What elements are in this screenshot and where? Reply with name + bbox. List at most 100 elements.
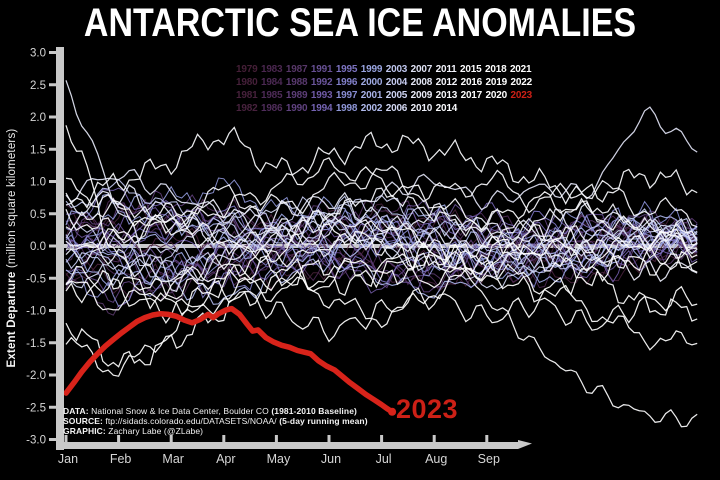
- legend-year-1996: 1996: [335, 77, 358, 88]
- x-tick-label: Feb: [110, 452, 132, 466]
- year-line-1998: [65, 177, 698, 277]
- y-tick: [49, 244, 56, 248]
- legend-year-1991: 1991: [310, 64, 333, 75]
- legend-year-2011: 2011: [435, 64, 457, 75]
- legend-year-1985: 1985: [260, 90, 283, 101]
- credit-label: DATA:: [63, 406, 89, 416]
- year-line-2020: [65, 230, 698, 311]
- y-tick-label: 3.0: [30, 48, 46, 60]
- y-tick: [49, 115, 56, 119]
- legend-year-1979: 1979: [236, 64, 258, 75]
- y-axis-title: Extent Departure (million square kilomet…: [6, 98, 22, 398]
- year-line-2007: [65, 106, 698, 236]
- credit-label: SOURCE:: [63, 415, 103, 426]
- legend-year-2004: 2004: [385, 77, 408, 88]
- x-tick-label: Jun: [321, 452, 341, 466]
- y-tick: [49, 438, 56, 441]
- credits-block: DATA: National Snow & Ice Data Center, B…: [63, 406, 368, 437]
- legend-year-1980: 1980: [236, 77, 258, 88]
- legend-year-2009: 2009: [410, 90, 433, 101]
- y-tick-label: -2.0: [26, 370, 46, 382]
- x-tick: [432, 435, 436, 442]
- legend-year-2015: 2015: [460, 64, 482, 75]
- year-line-2015: [65, 157, 698, 250]
- credit-line-3: GRAPHIC: Zachary Labe (@ZLabe): [63, 425, 368, 437]
- legend-year-1999: 1999: [360, 64, 383, 75]
- year-line-2001: [65, 212, 698, 299]
- legend-year-2017: 2017: [460, 90, 483, 101]
- credit-text: Zachary Labe (@ZLabe): [105, 425, 204, 436]
- x-axis-bar: [56, 442, 518, 449]
- year-line-2016: [65, 214, 698, 428]
- y-tick-label: 1.5: [30, 144, 46, 156]
- x-tick-label: May: [267, 452, 291, 466]
- x-tick-label: Apr: [216, 452, 235, 466]
- year-legend: 1979 1983 1987 1991 1995 1999 2003 2007 2011 2015…: [236, 63, 535, 115]
- year-line-2009: [65, 184, 698, 283]
- y-tick-label: -3.0: [26, 435, 46, 447]
- legend-row-1: 1979 1983 1987 1991 1995 1999 2003 2007 2011 2015…: [236, 63, 535, 76]
- year-line-2004: [65, 195, 698, 287]
- legend-year-2005: 2005: [385, 90, 408, 101]
- credit-label: GRAPHIC:: [63, 425, 106, 436]
- x-tick: [117, 435, 121, 442]
- y-tick-label: -0.5: [26, 273, 46, 285]
- year-line-2010: [65, 198, 698, 267]
- legend-year-1995: 1995: [335, 64, 358, 75]
- y-tick: [49, 405, 56, 409]
- legend-year-1982: 1982: [236, 103, 258, 114]
- y-tick-label: 0.0: [30, 241, 46, 253]
- legend-year-2010: 2010: [410, 103, 433, 114]
- year-line-1981: [65, 203, 698, 284]
- legend-year-2018: 2018: [484, 64, 507, 75]
- credit-text-bold: (5-day running mean): [279, 415, 368, 426]
- legend-year-2012: 2012: [435, 77, 458, 88]
- legend-year-2019: 2019: [485, 77, 508, 88]
- legend-year-2008: 2008: [410, 77, 433, 88]
- x-tick: [327, 435, 331, 442]
- legend-year-1998: 1998: [335, 103, 358, 114]
- credit-text: ftp://sidads.colorado.edu/DATASETS/NOAA/: [102, 415, 280, 426]
- credit-line-1: DATA: National Snow & Ice Data Center, B…: [63, 406, 368, 417]
- legend-year-1983: 1983: [260, 64, 283, 75]
- y-tick: [49, 309, 56, 312]
- legend-year-2022: 2022: [510, 77, 532, 88]
- y-tick: [49, 147, 56, 151]
- x-tick-label: Jul: [376, 452, 392, 466]
- chart-title: ANTARCTIC SEA ICE ANOMALIES: [83, 1, 637, 45]
- y-tick: [49, 276, 56, 280]
- legend-year-2007: 2007: [410, 64, 433, 75]
- year-line-2013: [65, 165, 698, 244]
- x-tick: [274, 435, 278, 442]
- legend-year-1990: 1990: [285, 103, 308, 114]
- legend-year-2023: 2023: [510, 90, 532, 101]
- legend-year-2016: 2016: [460, 77, 483, 88]
- legend-year-2003: 2003: [385, 64, 408, 75]
- legend-year-1984: 1984: [260, 77, 283, 88]
- x-tick-label: Mar: [162, 452, 184, 466]
- x-axis-arrow: [518, 440, 532, 449]
- year-line-1999: [65, 196, 698, 287]
- year-line-2003: [65, 178, 698, 278]
- legend-year-2001: 2001: [360, 90, 383, 101]
- year-line-2014: [65, 126, 698, 209]
- legend-year-2014: 2014: [435, 103, 458, 114]
- y-tick: [49, 180, 56, 183]
- x-tick: [64, 435, 68, 442]
- credit-text-bold: (1981-2010 Baseline): [271, 406, 357, 416]
- year-line-2022: [65, 263, 698, 377]
- y-tick: [49, 83, 56, 87]
- y-axis-bar: [56, 47, 64, 450]
- legend-row-4: 1982 1986 1990 1994 1998 2002 2006 2010 2014: [236, 102, 535, 115]
- credit-line-2: SOURCE: ftp://sidads.colorado.edu/DATASE…: [63, 415, 368, 427]
- legend-year-1988: 1988: [285, 77, 308, 88]
- legend-year-1989: 1989: [285, 90, 308, 101]
- legend-row-2: 1980 1984 1988 1992 1996 2000 2004 2008 2012 2016…: [236, 76, 535, 89]
- credit-text: National Snow & Ice Data Center, Boulder…: [88, 406, 272, 416]
- year-line-2011: [65, 212, 698, 283]
- y-tick-label: -1.5: [26, 338, 46, 350]
- y-tick-label: 2.0: [30, 112, 46, 124]
- legend-row-3: 1981 1985 1989 1993 1997 2001 2005 2009 2013 2017…: [236, 89, 535, 102]
